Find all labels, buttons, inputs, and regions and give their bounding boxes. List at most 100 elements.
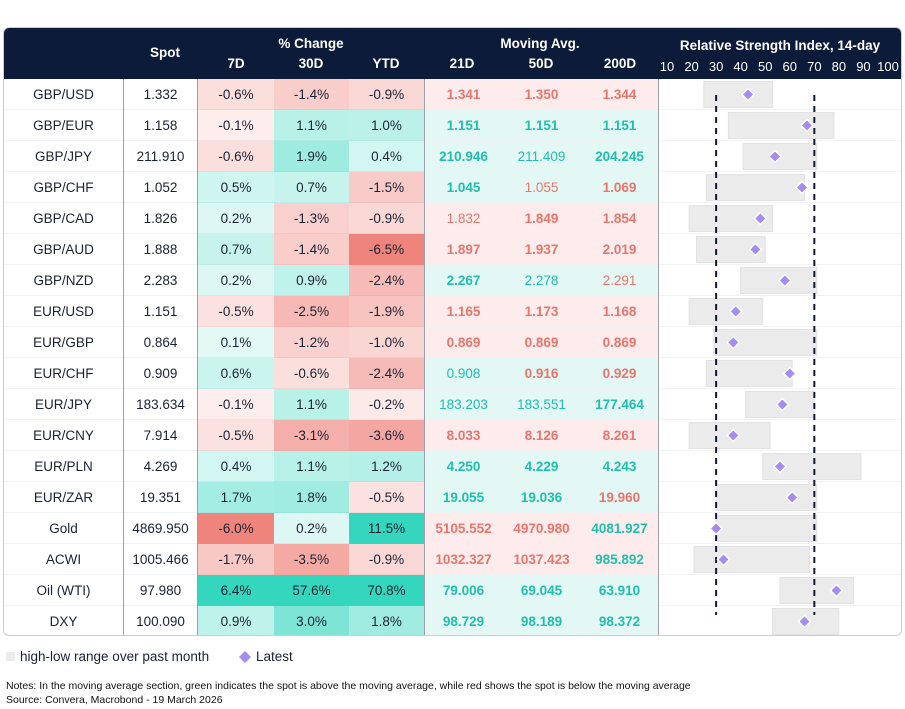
cell-ytd: -0.5% bbox=[349, 482, 424, 513]
cell-d7: 6.4% bbox=[198, 575, 274, 606]
cell-ytd: -6.5% bbox=[349, 234, 424, 265]
cell-d7: -1.7% bbox=[198, 544, 274, 575]
cell-ma50: 4.229 bbox=[524, 459, 559, 474]
rsi-latest-marker bbox=[767, 149, 783, 164]
rsi-tick-label: 40 bbox=[733, 59, 748, 74]
rsi-latest-marker bbox=[797, 614, 812, 629]
cell-spot: 183.634 bbox=[136, 397, 185, 412]
cell-d30: 1.1% bbox=[274, 389, 349, 420]
cell-ma50: 0.869 bbox=[524, 335, 559, 350]
row-divider bbox=[4, 357, 901, 358]
row-divider bbox=[4, 264, 901, 265]
cell-ma50: 211.409 bbox=[517, 149, 566, 164]
cell-name: GBP/CHF bbox=[33, 180, 94, 195]
cell-name: EUR/USD bbox=[33, 304, 94, 319]
fx-summary-table: Spot % Change Moving Avg. Relative Stren… bbox=[3, 27, 902, 636]
ma-row-background bbox=[425, 420, 658, 451]
ma-row-background bbox=[425, 234, 658, 265]
header-7d: 7D bbox=[227, 56, 245, 71]
ma-row-background bbox=[425, 451, 658, 482]
header-ma-200d: 200D bbox=[603, 56, 637, 71]
cell-d30: -3.5% bbox=[274, 544, 349, 575]
cell-spot: 1005.466 bbox=[132, 552, 189, 567]
cell-d30: 3.0% bbox=[274, 606, 349, 635]
cell-d7: 0.5% bbox=[198, 172, 274, 203]
cell-ytd: -1.5% bbox=[349, 172, 424, 203]
cell-ma200: 8.261 bbox=[602, 428, 637, 443]
cell-ma21: 1.897 bbox=[446, 242, 481, 257]
cell-d7: -0.6% bbox=[198, 79, 274, 110]
cell-spot: 1.332 bbox=[143, 87, 178, 102]
ma-row-background bbox=[425, 544, 658, 575]
cell-ma200: 4081.927 bbox=[591, 521, 648, 536]
rsi-latest-marker bbox=[728, 304, 743, 319]
ma-row-background bbox=[425, 265, 658, 296]
rsi-range-bar bbox=[703, 81, 774, 108]
cell-spot: 1.158 bbox=[143, 118, 178, 133]
cell-ma21: 1032.327 bbox=[435, 552, 492, 567]
cell-d30: -2.5% bbox=[274, 296, 349, 327]
cell-ma200: 2.291 bbox=[602, 273, 637, 288]
cell-ytd: 1.0% bbox=[349, 110, 424, 141]
cell-d30: 0.2% bbox=[274, 513, 349, 544]
cell-ma200: 177.464 bbox=[595, 397, 644, 412]
rsi-range-bar bbox=[688, 298, 764, 325]
cell-ytd: -0.2% bbox=[349, 389, 424, 420]
rsi-latest-marker bbox=[794, 180, 810, 195]
cell-d30: 57.6% bbox=[274, 575, 349, 606]
cell-d7: 0.2% bbox=[198, 265, 274, 296]
cell-ytd: 1.2% bbox=[349, 451, 424, 482]
rsi-latest-marker bbox=[753, 211, 768, 226]
rsi-latest-marker bbox=[785, 490, 800, 505]
cell-name: GBP/EUR bbox=[33, 118, 94, 133]
cell-d30: 1.1% bbox=[274, 451, 349, 482]
row-divider bbox=[4, 233, 901, 234]
cell-ma50: 4970.980 bbox=[513, 521, 570, 536]
rsi-latest-marker bbox=[740, 87, 756, 102]
cell-ma200: 1.344 bbox=[602, 87, 637, 102]
rsi-range-bar bbox=[705, 174, 806, 201]
header-rsi-title: Relative Strength Index, 14-day bbox=[679, 38, 881, 53]
cell-ma21: 183.203 bbox=[439, 397, 488, 412]
cell-name: Oil (WTI) bbox=[36, 583, 91, 598]
cell-ma21: 210.946 bbox=[439, 149, 488, 164]
cell-ma200: 4.243 bbox=[602, 459, 637, 474]
cell-d30: 0.7% bbox=[274, 172, 349, 203]
cell-d30: -3.1% bbox=[274, 420, 349, 451]
source-text: Source: Convera, Macrobond - 19 March 20… bbox=[6, 694, 223, 706]
rsi-range-bar bbox=[693, 546, 810, 573]
cell-d7: 0.4% bbox=[198, 451, 274, 482]
cell-ma50: 1.350 bbox=[524, 87, 559, 102]
cell-d30: -1.3% bbox=[274, 203, 349, 234]
cell-name: EUR/CHF bbox=[33, 366, 94, 381]
cell-ma50: 1.055 bbox=[524, 180, 559, 195]
rsi-range-bar bbox=[715, 484, 818, 511]
rsi-latest-marker bbox=[829, 583, 844, 598]
row-divider bbox=[4, 388, 901, 389]
cell-ytd: -1.9% bbox=[349, 296, 424, 327]
rsi-tick-label: 90 bbox=[856, 59, 871, 74]
cell-spot: 4869.950 bbox=[132, 521, 189, 536]
cell-d30: -1.4% bbox=[274, 234, 349, 265]
cell-ma21: 1.151 bbox=[446, 118, 481, 133]
cell-name: GBP/CAD bbox=[33, 211, 94, 226]
legend-latest-diamond-icon bbox=[239, 651, 251, 663]
rsi-range-bar bbox=[727, 112, 835, 139]
cell-name: EUR/CNY bbox=[33, 428, 94, 443]
rsi-latest-marker bbox=[709, 521, 724, 536]
rsi-range-bar bbox=[705, 360, 793, 387]
legend-latest-label: Latest bbox=[256, 649, 293, 664]
cell-ma21: 19.055 bbox=[442, 490, 485, 505]
cell-ma50: 2.278 bbox=[524, 273, 559, 288]
rsi-tick-label: 70 bbox=[807, 59, 822, 74]
row-divider bbox=[4, 109, 901, 110]
cell-name: EUR/PLN bbox=[34, 459, 93, 474]
cell-spot: 2.283 bbox=[143, 273, 178, 288]
cell-ma21: 4.250 bbox=[446, 459, 481, 474]
rsi-plot bbox=[688, 81, 862, 635]
cell-ma200: 0.869 bbox=[602, 335, 637, 350]
legend-range-label: high-low range over past month bbox=[20, 649, 210, 664]
rsi-range-bar bbox=[715, 515, 818, 542]
cell-name: GBP/USD bbox=[33, 87, 94, 102]
cell-d30: -0.6% bbox=[274, 358, 349, 389]
